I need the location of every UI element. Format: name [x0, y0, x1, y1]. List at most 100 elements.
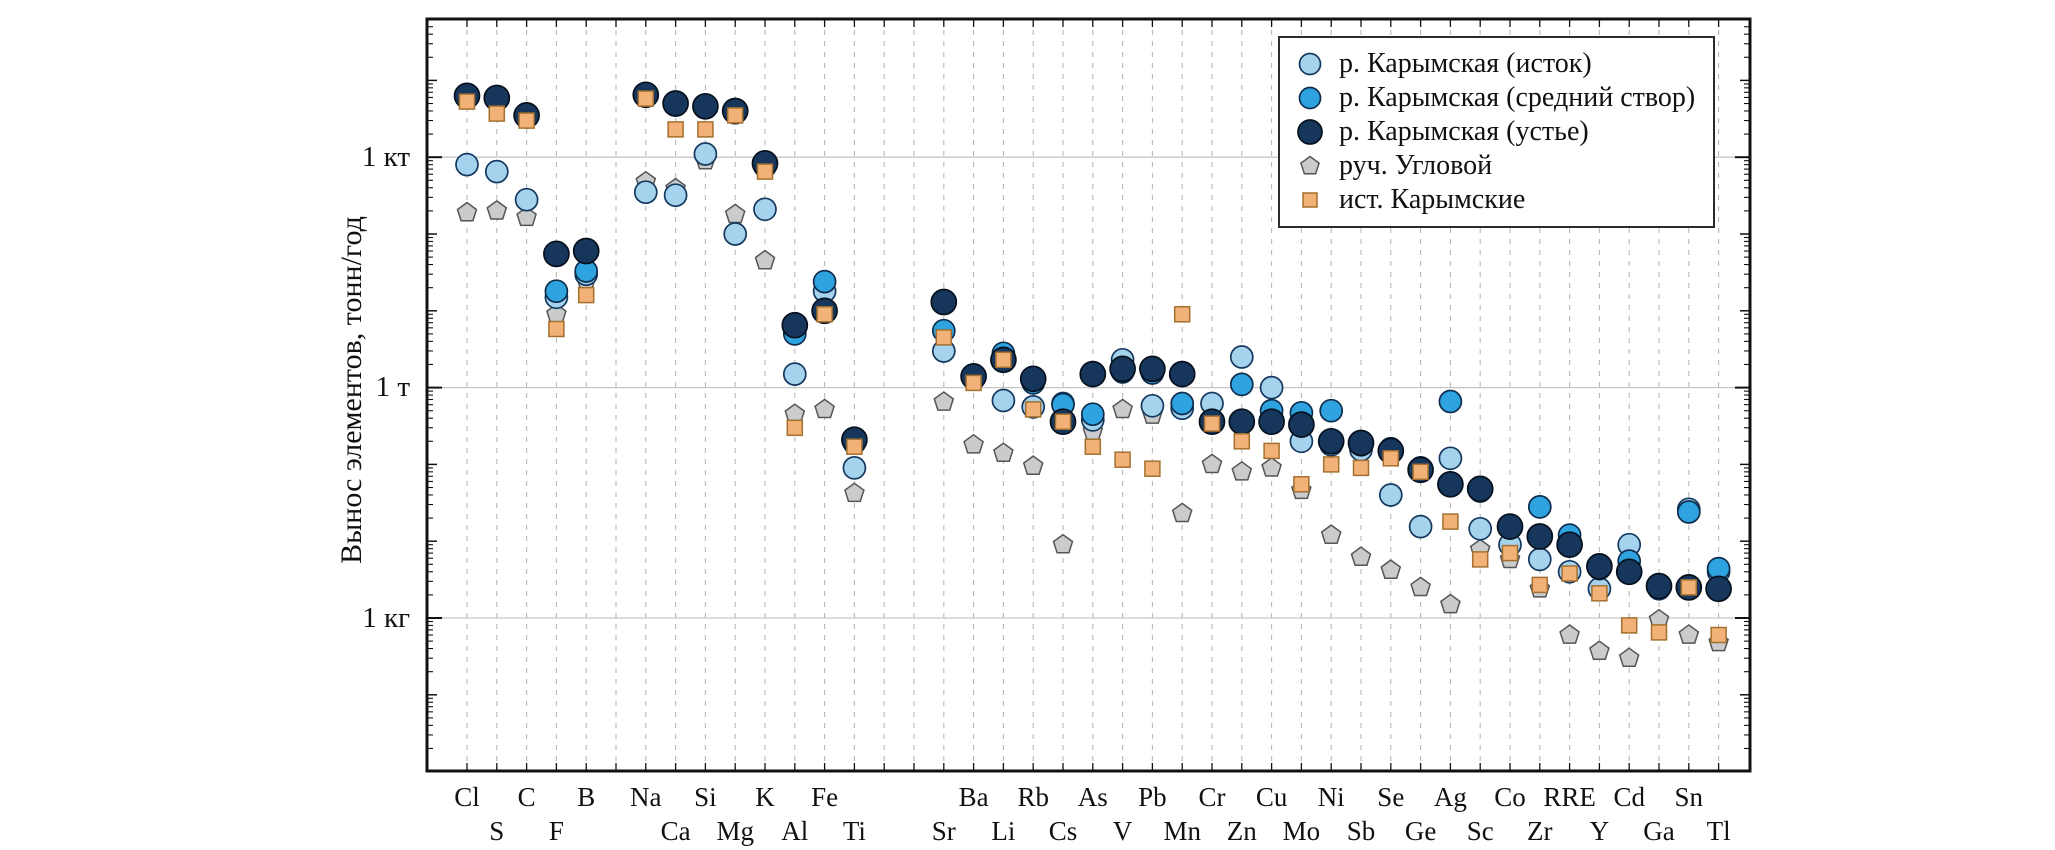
x-tick-label: As: [1078, 782, 1108, 812]
square-data-point: [756, 163, 774, 180]
x-tick-label: Rb: [1017, 782, 1049, 812]
square-data-point: [1203, 415, 1221, 432]
circle-data-point: [572, 237, 600, 265]
square-data-point: [1531, 576, 1549, 594]
circle-data-point: [1437, 470, 1464, 498]
x-tick-label: Ge: [1405, 816, 1436, 846]
legend-item-karymskie: ист. Карымские: [1294, 183, 1695, 217]
circle-data-point: [543, 240, 570, 268]
circle-data-point: [930, 288, 958, 316]
x-tick-label: Ti: [843, 816, 866, 846]
circle-data-point: [1139, 355, 1166, 383]
square-data-point: [667, 121, 684, 138]
circle-data-point: [1496, 513, 1524, 540]
square-data-point: [1561, 565, 1578, 582]
legend-label: ист. Карымские: [1339, 184, 1526, 215]
circle-data-point: [1527, 495, 1552, 519]
square-data-point: [1293, 476, 1310, 493]
pentagon-data-point: [1231, 460, 1253, 481]
circle-data-point: [692, 92, 719, 120]
square-data-point: [1650, 624, 1668, 641]
x-tick-label: Mn: [1163, 816, 1201, 846]
circle-data-point: [484, 159, 509, 184]
pentagon-data-point: [1589, 640, 1610, 661]
pentagon-data-point: [754, 249, 776, 270]
pentagon-data-point: [456, 201, 478, 222]
x-tick-label: Cl: [454, 782, 480, 812]
square-data-point: [965, 374, 982, 392]
circle-data-point: [544, 279, 569, 304]
circle-data-point: [1526, 523, 1554, 550]
circle-marker-dark-icon: [1297, 119, 1323, 145]
square-data-point: [1084, 438, 1102, 455]
circle-data-point: [1259, 375, 1284, 400]
square-data-point: [697, 121, 714, 138]
x-tick-label: B: [577, 782, 595, 812]
circle-data-point: [1438, 446, 1463, 471]
square-data-point: [1680, 579, 1698, 596]
pentagon-data-point: [1261, 456, 1282, 477]
circle-data-point: [1676, 500, 1701, 524]
pentagon-data-point: [1201, 453, 1223, 474]
circle-data-point: [1438, 389, 1463, 414]
x-tick-label: Cr: [1199, 782, 1226, 812]
square-data-point: [1442, 513, 1459, 530]
pentagon-data-point: [993, 442, 1014, 463]
pentagon-data-point: [1559, 624, 1580, 644]
square-data-point: [1173, 306, 1191, 323]
x-tick-label: RRE: [1543, 782, 1596, 812]
x-tick-label: Cs: [1049, 816, 1078, 846]
y-tick-label-tonne: 1 т: [375, 371, 410, 403]
circle-data-point: [1140, 393, 1165, 418]
x-tick-label: V: [1113, 816, 1133, 846]
square-data-point: [637, 90, 655, 107]
square-data-point: [518, 112, 535, 129]
legend-label: р. Карымская (средний створ): [1339, 82, 1696, 113]
square-data-point: [816, 306, 833, 323]
pentagon-data-point: [1112, 398, 1133, 419]
x-tick-label: F: [549, 816, 564, 846]
x-tick-label: Si: [694, 782, 717, 812]
square-data-point: [1412, 463, 1429, 481]
x-tick-label: Al: [781, 816, 808, 846]
x-tick-label: Cd: [1613, 782, 1645, 812]
circle-data-point: [1408, 514, 1433, 539]
square-data-point: [1471, 551, 1489, 568]
circle-data-point: [1586, 553, 1613, 580]
y-tick-label-kilotonne: 1 кт: [361, 141, 410, 173]
pentagon-data-point: [1022, 455, 1044, 475]
pentagon-data-point: [1350, 546, 1372, 566]
square-data-point: [1382, 450, 1400, 467]
square-data-point: [1114, 451, 1131, 468]
circle-data-point: [812, 269, 837, 294]
circle-data-point: [1229, 345, 1254, 369]
square-data-point: [1352, 459, 1370, 477]
pentagon-marker-icon: [1300, 155, 1320, 175]
x-tick-label: Ca: [661, 816, 691, 846]
circle-data-point: [1079, 360, 1107, 388]
x-tick-label: Ag: [1434, 782, 1467, 812]
circle-data-point: [514, 187, 539, 212]
square-data-point: [935, 329, 953, 346]
pentagon-data-point: [844, 482, 865, 503]
circle-data-point: [842, 456, 867, 480]
legend-item-ustye: р. Карымская (устье): [1294, 115, 1695, 149]
square-data-point: [548, 320, 565, 338]
circle-data-point: [753, 197, 777, 222]
square-data-point: [577, 286, 595, 304]
x-tick-label: Ni: [1318, 782, 1345, 812]
y-tick-label-kilogram: 1 кг: [362, 602, 410, 634]
circle-data-point: [1615, 558, 1643, 586]
circle-data-point: [1347, 429, 1375, 457]
circle-data-point: [1228, 408, 1256, 436]
pentagon-data-point: [1171, 502, 1193, 523]
square-data-point: [1591, 585, 1608, 602]
square-data-point: [488, 105, 506, 122]
legend-label: р. Карымская (устье): [1339, 116, 1589, 147]
x-tick-label: Cu: [1256, 782, 1288, 812]
circle-data-point: [782, 362, 807, 386]
circle-data-point: [1705, 575, 1732, 603]
x-tick-label: Sb: [1347, 816, 1376, 846]
circle-data-point: [1229, 372, 1254, 397]
